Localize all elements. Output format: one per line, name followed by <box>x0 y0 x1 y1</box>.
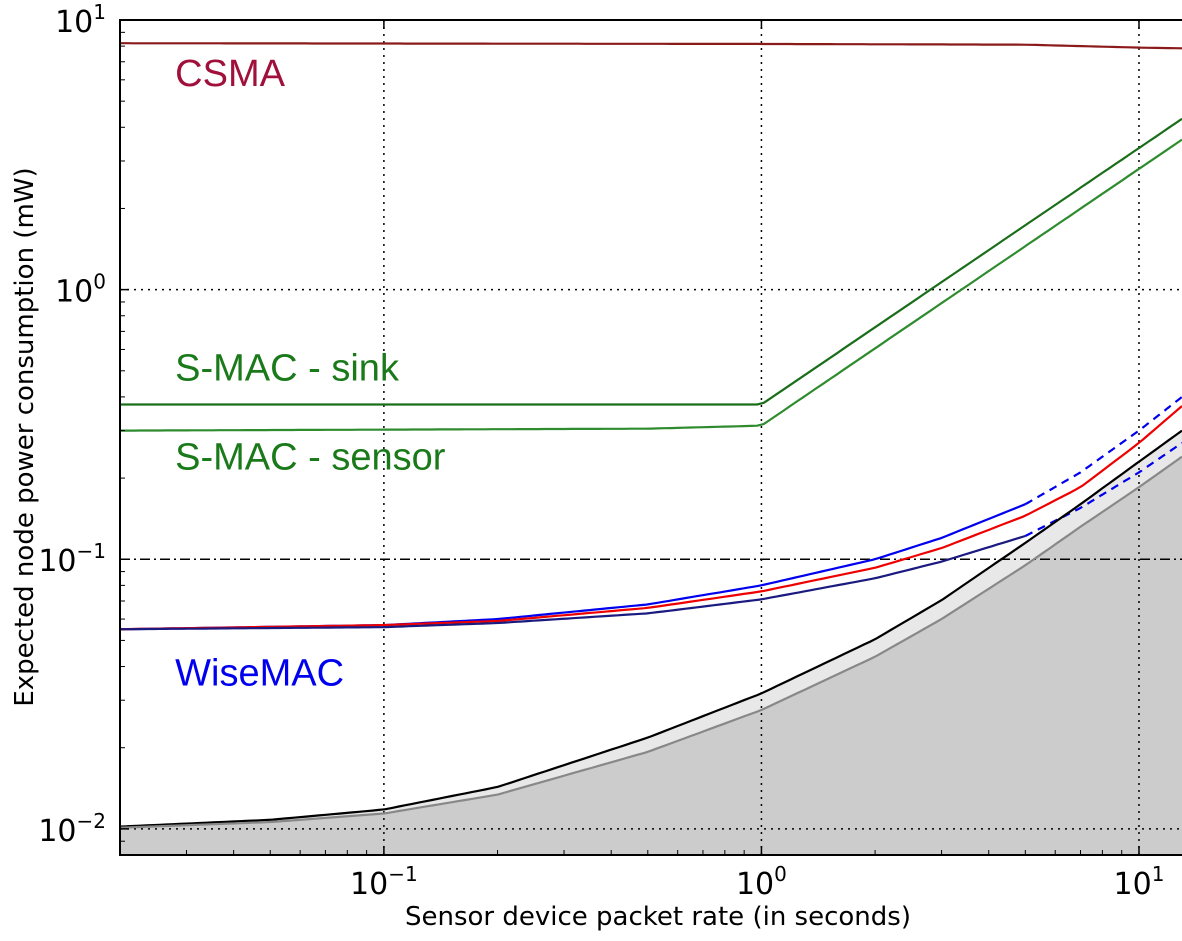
series-line-4 <box>1024 396 1182 506</box>
annotation-s-mac-sink: S-MAC - sink <box>175 348 400 390</box>
plot-frame <box>119 19 1182 856</box>
y-tick-labels: 10−2 10−1 100 101 <box>38 0 106 849</box>
y-tick-label-2: 100 <box>55 270 106 310</box>
x-tick-label-0: 10−1 <box>350 862 418 902</box>
x-axis-label: Sensor device packet rate (in seconds) <box>405 902 911 932</box>
shaded-area-1 <box>120 456 1182 855</box>
annotation-csma: CSMA <box>175 53 285 95</box>
series-line-1 <box>120 117 1182 406</box>
y-tick-label-3: 101 <box>55 0 106 40</box>
series-line-2 <box>120 138 1182 432</box>
series-annotations: CSMA S-MAC - sink S-MAC - sensor WiseMAC <box>175 53 446 695</box>
y-tick-label-0: 10−2 <box>38 809 106 849</box>
x-tick-labels: 10−1 100 101 <box>350 862 1164 902</box>
series-line-7 <box>1024 441 1182 537</box>
series-line-3 <box>119 503 1026 631</box>
tick-marks <box>120 19 1140 855</box>
series-line-9 <box>119 455 1182 829</box>
series-lines <box>119 42 1182 829</box>
series-line-5 <box>119 405 1182 631</box>
y-tick-label-1: 10−1 <box>38 539 106 579</box>
shaded-areas <box>120 430 1182 855</box>
series-line-0 <box>120 42 1182 50</box>
series-line-6 <box>119 534 1026 631</box>
x-tick-label-2: 101 <box>1114 862 1165 902</box>
x-tick-label-1: 100 <box>736 862 787 902</box>
series-line-8 <box>119 429 1182 828</box>
y-axis-label: Expected node power consumption (mW) <box>10 167 40 706</box>
annotation-s-mac-sensor: S-MAC - sensor <box>175 437 446 479</box>
annotation-wisemac: WiseMAC <box>175 653 344 695</box>
